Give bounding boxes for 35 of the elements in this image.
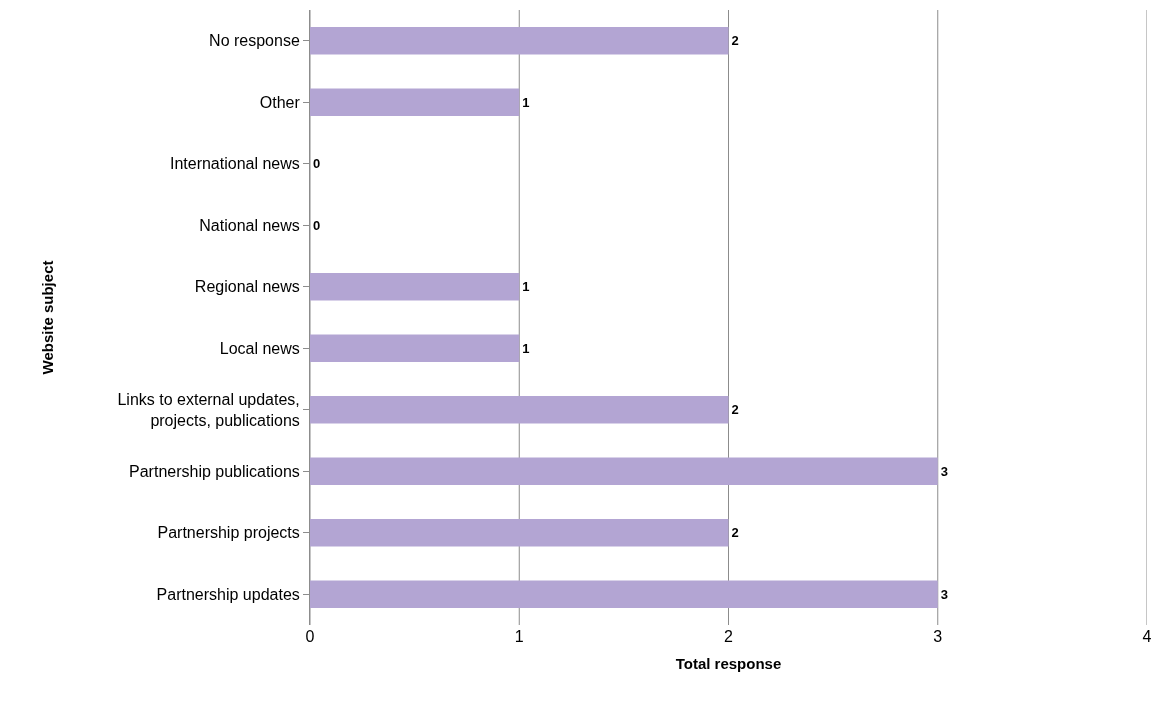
x-tick-label: 0 <box>305 628 315 645</box>
bar <box>310 518 729 547</box>
bar <box>310 334 520 363</box>
data-label: 0 <box>313 156 321 172</box>
bar <box>310 26 729 55</box>
y-axis-title: Website subject <box>38 260 56 375</box>
x-tick-label: 3 <box>933 628 943 645</box>
y-tick-label: Partnership updates <box>156 585 300 603</box>
y-tick-label: No response <box>209 32 300 50</box>
y-tick-label: International news <box>169 155 300 173</box>
data-label: 1 <box>522 94 530 110</box>
data-label: 1 <box>522 340 530 356</box>
data-label: 2 <box>731 402 739 418</box>
data-label: 2 <box>731 525 739 541</box>
y-tick-label: Other <box>259 93 301 111</box>
x-axis-title: Total response <box>675 655 782 672</box>
y-tick-label: Links to external updates, projects, publications <box>117 390 300 429</box>
bar <box>310 395 729 424</box>
x-tick-label: 1 <box>514 628 524 645</box>
data-label: 3 <box>940 463 948 479</box>
bar <box>310 457 938 486</box>
y-tick-label: Local news <box>219 339 300 357</box>
data-label: 2 <box>731 33 739 49</box>
data-label: 3 <box>940 586 948 602</box>
x-tick-label: 4 <box>1142 628 1152 645</box>
data-label: 0 <box>313 217 321 233</box>
y-tick-label: National news <box>199 216 300 234</box>
y-tick-label: Regional news <box>194 278 300 296</box>
data-label: 1 <box>522 279 530 295</box>
bar <box>310 88 520 117</box>
x-tick-label: 2 <box>724 628 734 645</box>
y-tick-label: Partnership publications <box>129 462 300 480</box>
bar <box>310 580 938 609</box>
bar <box>310 272 520 301</box>
y-tick-label: Partnership projects <box>157 524 300 542</box>
